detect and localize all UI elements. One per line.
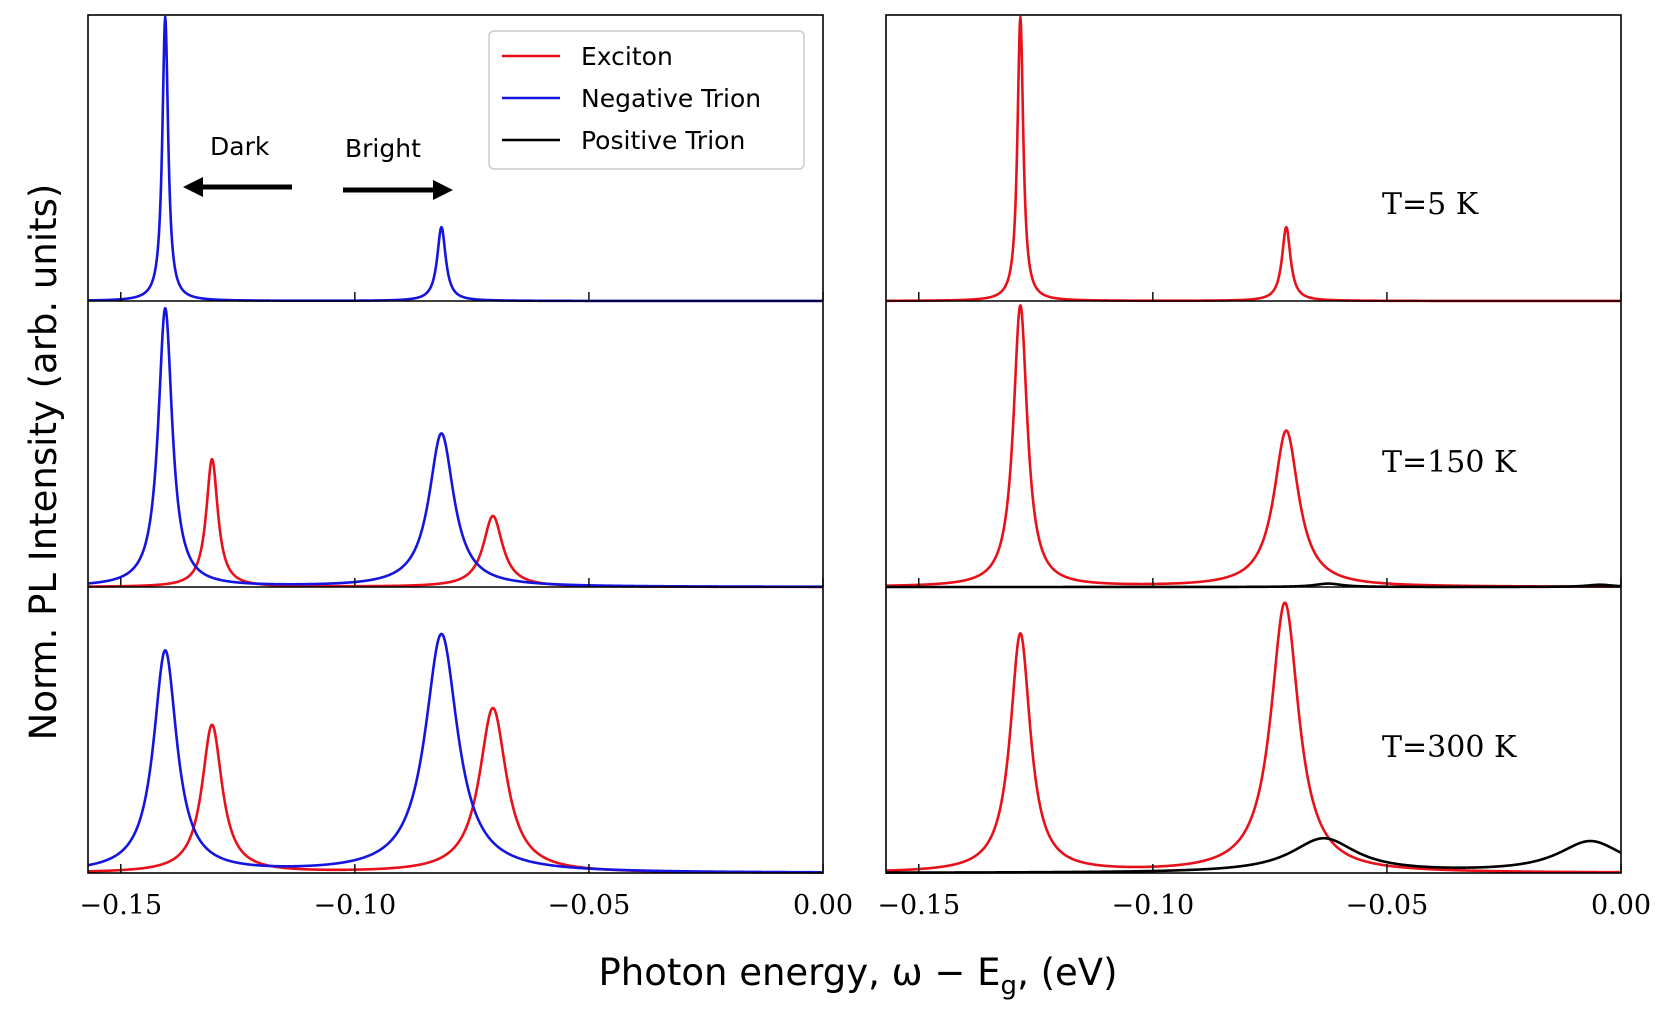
right-column: −0.15 −0.10 −0.05 0.00	[877, 14, 1651, 921]
left-row3-exciton-line	[87, 706, 824, 874]
legend-positive-trion-label: Positive Trion	[581, 126, 745, 155]
left-panel-2	[87, 306, 824, 589]
legend: Exciton Negative Trion Positive Trion	[488, 30, 805, 170]
right-column-frame	[885, 14, 1622, 874]
bright-arrow-head	[433, 180, 453, 200]
right-x-ticks: −0.15 −0.10 −0.05 0.00	[877, 292, 1651, 921]
bright-label: Bright	[345, 134, 421, 163]
left-x-tick-label: 0.00	[793, 890, 853, 921]
legend-exciton-label: Exciton	[581, 42, 673, 71]
legend-box	[488, 30, 805, 170]
left-x-tick-label: −0.10	[313, 890, 396, 921]
dark-arrow-head	[183, 177, 203, 197]
dark-label: Dark	[210, 132, 270, 161]
temperature-label-300k: T=300 K	[1382, 730, 1517, 765]
bright-annotation: Bright	[343, 134, 453, 200]
right-x-tick-label: 0.00	[1591, 890, 1651, 921]
right-row3-positive-trion-line	[885, 836, 1622, 874]
temperature-label-5k: T=5 K	[1382, 187, 1479, 222]
left-row2-negative-trion-line	[87, 306, 824, 589]
left-x-tick-label: −0.05	[548, 890, 631, 921]
right-row1-exciton-line	[885, 15, 1622, 303]
left-row3-negative-trion-line	[87, 632, 824, 874]
y-axis-label: Norm. PL Intensity (arb. units)	[22, 184, 65, 741]
temperature-label-150k: T=150 K	[1382, 445, 1517, 480]
left-column: −0.15 −0.10 −0.05 0.00	[79, 14, 853, 921]
right-x-tick-label: −0.15	[877, 890, 960, 921]
right-x-tick-label: −0.05	[1346, 890, 1429, 921]
left-x-ticks: −0.15 −0.10 −0.05 0.00	[79, 292, 853, 921]
right-panel-1	[885, 15, 1622, 303]
left-column-frame	[87, 14, 824, 874]
left-x-tick-label: −0.15	[79, 890, 162, 921]
dark-annotation: Dark	[183, 132, 292, 197]
left-panel-3	[87, 632, 824, 874]
legend-negative-trion-label: Negative Trion	[581, 84, 761, 113]
right-x-tick-label: −0.10	[1111, 890, 1194, 921]
x-axis-label: Photon energy, ω − Eg, (eV)	[598, 951, 1117, 1001]
right-row3-exciton-line	[885, 601, 1622, 874]
